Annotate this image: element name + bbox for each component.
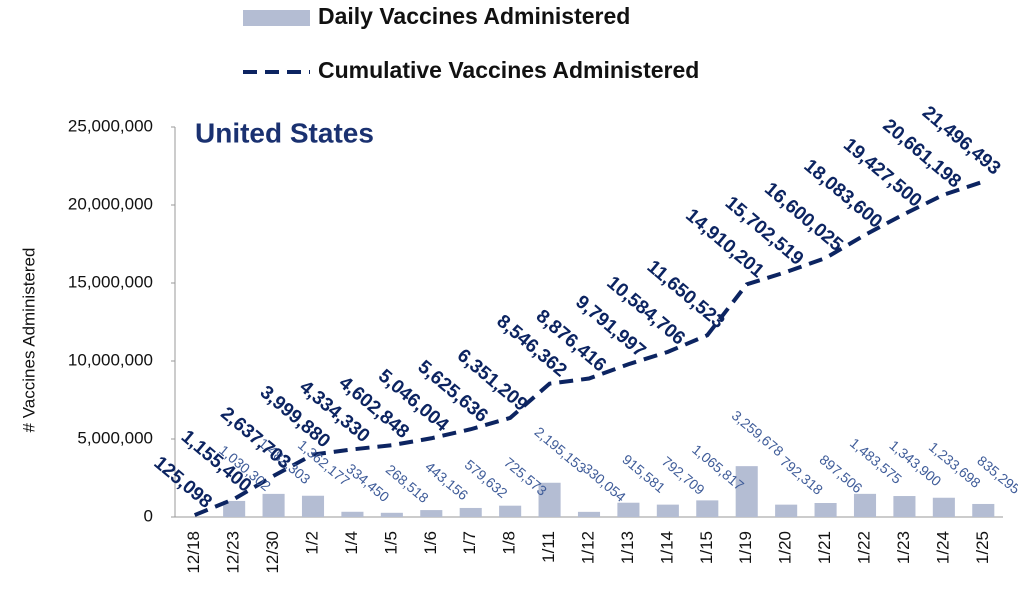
bar: [814, 502, 837, 517]
y-tick-label: 25,000,000: [68, 116, 153, 135]
bar-value-label: 330,054: [580, 460, 629, 505]
bar: [301, 495, 325, 517]
bar-value-label: 2,195,153: [532, 424, 590, 476]
bar: [696, 500, 719, 517]
x-tick-label: 1/23: [894, 531, 913, 564]
x-tick-label: 1/11: [539, 531, 558, 563]
bar: [893, 496, 916, 517]
legend-label: Cumulative Vaccines Administered: [318, 57, 699, 83]
x-tick-label: 1/4: [342, 531, 361, 555]
y-axis-label: # Vaccines Administered: [19, 248, 38, 433]
bar-value-label: 725,573: [501, 454, 550, 499]
x-tick-label: 12/18: [184, 531, 203, 574]
legend-label: Daily Vaccines Administered: [318, 3, 630, 29]
legend-swatch: [243, 10, 310, 26]
x-tick-label: 1/13: [618, 531, 637, 564]
bar-value-label: 915,581: [619, 451, 668, 496]
x-tick-label: 1/6: [421, 531, 440, 555]
line: [193, 179, 984, 517]
bar: [341, 511, 364, 517]
bar: [577, 511, 601, 517]
bar: [735, 466, 758, 517]
bar: [420, 510, 443, 517]
bar-value-label: 334,450: [343, 460, 392, 505]
bar-value-label: 897,506: [816, 451, 865, 496]
x-tick-label: 1/21: [815, 531, 834, 564]
bar: [932, 497, 955, 517]
bar: [499, 505, 522, 517]
x-tick-label: 1/8: [500, 531, 519, 555]
x-tick-label: 12/30: [263, 531, 282, 574]
bar: [459, 507, 482, 517]
x-tick-label: 1/7: [460, 531, 479, 555]
y-tick-label: 0: [144, 506, 153, 525]
chart-title: United States: [195, 117, 374, 148]
bar: [617, 502, 640, 517]
x-tick-label: 1/24: [933, 531, 952, 564]
bar-value-label: 3,259,678: [729, 407, 787, 459]
bar: [853, 493, 877, 517]
bar-value-label: 835,295: [974, 452, 1018, 497]
bar: [538, 482, 561, 517]
x-tick-label: 12/23: [224, 531, 243, 574]
y-tick-label: 15,000,000: [68, 272, 153, 291]
y-tick-label: 20,000,000: [68, 194, 153, 213]
x-tick-label: 1/5: [381, 531, 400, 555]
x-tick-label: 1/15: [697, 531, 716, 564]
x-tick-label: 1/20: [776, 531, 795, 564]
bar: [380, 512, 403, 517]
bar: [223, 500, 246, 517]
bar: [656, 504, 679, 517]
bar: [972, 503, 995, 517]
x-tick-label: 1/12: [578, 531, 597, 564]
x-tick-label: 1/25: [973, 531, 992, 564]
y-tick-label: 5,000,000: [77, 428, 153, 447]
x-tick-label: 1/2: [302, 531, 321, 555]
y-tick-label: 10,000,000: [68, 350, 153, 369]
x-tick-label: 1/19: [736, 531, 755, 564]
bar: [262, 493, 285, 517]
x-tick-label: 1/14: [657, 531, 676, 564]
bar: [775, 504, 798, 517]
x-tick-label: 1/22: [854, 531, 873, 564]
